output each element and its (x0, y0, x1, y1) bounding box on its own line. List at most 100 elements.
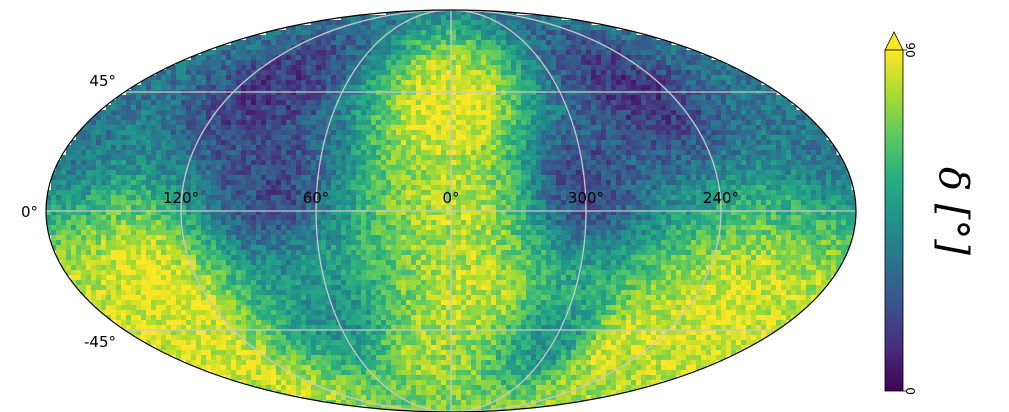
heatmap-cell (521, 160, 527, 166)
heatmap-cell (176, 115, 182, 121)
heatmap-cell (286, 80, 292, 86)
heatmap-cell (191, 160, 197, 166)
heatmap-cell (656, 125, 662, 131)
heatmap-cell (536, 95, 542, 101)
heatmap-cell (256, 110, 262, 116)
heatmap-cell (321, 115, 327, 121)
heatmap-cell (561, 120, 567, 126)
heatmap-cell (566, 75, 572, 81)
heatmap-cell (686, 125, 692, 131)
heatmap-cell (626, 170, 632, 176)
heatmap-cell (446, 180, 452, 186)
heatmap-cell (731, 115, 737, 121)
heatmap-cell (476, 165, 482, 171)
heatmap-cell (346, 170, 352, 176)
heatmap-cell (631, 90, 637, 96)
heatmap-cell (161, 190, 167, 196)
heatmap-cell (341, 25, 347, 31)
heatmap-cell (196, 165, 202, 171)
heatmap-cell (181, 190, 187, 196)
heatmap-cell (401, 160, 407, 166)
heatmap-cell (351, 145, 357, 151)
heatmap-cell (86, 195, 92, 201)
heatmap-cell (481, 100, 487, 106)
heatmap-cell (196, 70, 202, 76)
heatmap-cell (476, 150, 482, 156)
heatmap-cell (546, 195, 552, 201)
heatmap-cell (786, 125, 792, 131)
heatmap-cell (546, 110, 552, 116)
heatmap-cell (466, 190, 472, 196)
heatmap-cell (491, 35, 497, 41)
heatmap-cell (671, 105, 677, 111)
heatmap-cell (231, 160, 237, 166)
heatmap-cell (241, 135, 247, 141)
heatmap-cell (471, 40, 477, 46)
heatmap-cell (641, 120, 647, 126)
heatmap-cell (416, 85, 422, 91)
heatmap-cell (831, 200, 837, 206)
heatmap-cell (316, 80, 322, 86)
heatmap-cell (411, 55, 417, 61)
heatmap-cell (156, 160, 162, 166)
heatmap-cell (651, 95, 657, 101)
heatmap-cell (341, 160, 347, 166)
heatmap-cell (711, 150, 717, 156)
heatmap-cell (326, 105, 332, 111)
heatmap-cell (576, 90, 582, 96)
heatmap-cell (196, 95, 202, 101)
heatmap-cell (766, 100, 772, 106)
heatmap-cell (146, 95, 152, 101)
heatmap-cell (221, 85, 227, 91)
heatmap-cell (381, 40, 387, 46)
heatmap-cell (816, 195, 822, 201)
heatmap-cell (231, 190, 237, 196)
heatmap-cell (516, 25, 522, 31)
heatmap-cell (301, 130, 307, 136)
heatmap-cell (756, 120, 762, 126)
heatmap-cell (451, 185, 457, 191)
heatmap-cell (456, 155, 462, 161)
heatmap-cell (796, 110, 802, 116)
heatmap-cell (651, 195, 657, 201)
heatmap-cell (401, 30, 407, 36)
heatmap-cell (671, 125, 677, 131)
heatmap-cell (76, 130, 82, 136)
heatmap-cell (846, 175, 852, 181)
heatmap-cell (276, 185, 282, 191)
heatmap-cell (491, 170, 497, 176)
heatmap-cell (551, 115, 557, 121)
heatmap-cell (641, 45, 647, 51)
heatmap-cell (831, 175, 837, 181)
heatmap-cell (491, 110, 497, 116)
heatmap-cell (526, 80, 532, 86)
heatmap-cell (266, 115, 272, 121)
heatmap-cell (316, 85, 322, 91)
heatmap-cell (311, 100, 317, 106)
heatmap-cell (601, 60, 607, 66)
heatmap-cell (561, 100, 567, 106)
heatmap-cell (116, 120, 122, 126)
heatmap-cell (536, 45, 542, 51)
heatmap-cell (496, 175, 502, 181)
heatmap-cell (561, 165, 567, 171)
heatmap-cell (761, 150, 767, 156)
heatmap-cell (736, 70, 742, 76)
heatmap-cell (461, 135, 467, 141)
heatmap-cell (251, 160, 257, 166)
heatmap-cell (81, 125, 87, 131)
heatmap-cell (311, 55, 317, 61)
heatmap-cell (111, 185, 117, 191)
heatmap-cell (296, 110, 302, 116)
heatmap-cell (176, 200, 182, 206)
heatmap-cell (71, 205, 77, 211)
heatmap-cell (376, 85, 382, 91)
heatmap-cell (276, 205, 282, 211)
heatmap-cell (426, 110, 432, 116)
heatmap-cell (376, 80, 382, 86)
heatmap-cell (531, 45, 537, 51)
heatmap-cell (386, 120, 392, 126)
heatmap-cell (226, 140, 232, 146)
heatmap-cell (306, 195, 312, 201)
